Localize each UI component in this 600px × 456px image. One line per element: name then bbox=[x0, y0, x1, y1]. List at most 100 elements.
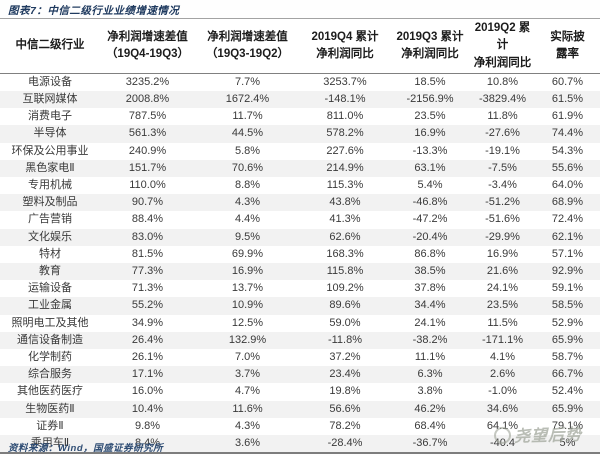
table-cell: 110.0% bbox=[129, 178, 166, 191]
table-cell: 23.5% bbox=[414, 110, 446, 123]
table-row: 乘用车Ⅱ 8.4% 3.6% -28.4% -36.7% -40.4 5% bbox=[0, 435, 600, 454]
industry-name: 生物医药Ⅱ bbox=[25, 402, 75, 415]
table-cell: 65.9% bbox=[551, 402, 584, 415]
table-cell: 64.1% bbox=[486, 419, 519, 432]
table-cell: 10.8% bbox=[486, 75, 519, 88]
table-cell: 13.7% bbox=[231, 282, 264, 295]
table-cell: 6.3% bbox=[417, 368, 443, 381]
table-cell: 26.1% bbox=[131, 351, 164, 363]
table-row: 黑色家电Ⅱ 151.7% 70.6% 214.9% 63.1% -7.5% 55.6% bbox=[0, 159, 600, 177]
table-row: 生物医药Ⅱ 10.4% 11.6% 56.6% 46.2% 34.6% 65.9% bbox=[0, 400, 600, 418]
industry-name: 半导体 bbox=[33, 127, 67, 140]
table-cell: 11.1% bbox=[414, 351, 446, 363]
table-cell: 561.3% bbox=[128, 127, 167, 140]
table-cell: 81.5% bbox=[131, 247, 164, 260]
table-cell: 21.6% bbox=[486, 264, 519, 277]
table-cell: 8.8% bbox=[234, 178, 261, 191]
table-cell: 18.5% bbox=[414, 75, 446, 88]
table-row: 其他医药医疗 16.0% 4.7% 19.8% 3.8% -1.0% 52.4% bbox=[0, 383, 600, 400]
table-cell: 3.8% bbox=[417, 385, 443, 398]
table-row: 半导体 561.3% 44.5% 578.2% 16.9% -27.6% 74.4% bbox=[0, 125, 600, 143]
table-cell: 19.8% bbox=[329, 385, 361, 398]
table-cell: 37.2% bbox=[329, 351, 361, 363]
table-row: 教育 77.3% 16.9% 115.8% 38.5% 21.6% 92.9% bbox=[0, 262, 600, 281]
table-cell: 77.3% bbox=[131, 264, 164, 277]
table-row: 证券Ⅱ 9.8% 4.3% 78.2% 68.4% 64.1% 79.1% bbox=[0, 418, 600, 435]
table-cell: 10.4% bbox=[131, 402, 164, 415]
table-cell: 3.6% bbox=[234, 437, 261, 450]
table-row: 文化娱乐 83.0% 9.5% 62.6% -20.4% -29.9% 62.1% bbox=[0, 228, 600, 246]
table-cell: 59.0% bbox=[329, 316, 361, 329]
table-cell: 61.9% bbox=[551, 110, 584, 123]
table-cell: 227.6% bbox=[326, 144, 364, 157]
table-cell: 79.1% bbox=[551, 419, 584, 432]
table-cell: -40.4 bbox=[489, 437, 516, 450]
figure-title: 图表7：中信二级行业业绩增速情况 bbox=[8, 5, 180, 17]
table-cell: 7.7% bbox=[234, 75, 261, 88]
table-cell: 56.6% bbox=[329, 402, 361, 415]
table-row: 综合服务 17.1% 3.7% 23.4% 6.3% 2.6% 66.7% bbox=[0, 366, 600, 384]
table-cell: 34.4% bbox=[414, 299, 446, 312]
table-cell: -7.5% bbox=[488, 161, 517, 174]
table-cell: -20.4% bbox=[412, 230, 448, 243]
table-cell: 89.6% bbox=[329, 299, 361, 312]
column-header: 2019Q2 累计 净利润同比 bbox=[470, 18, 535, 74]
table-cell: -46.8% bbox=[412, 196, 448, 209]
industry-name: 化学制药 bbox=[28, 351, 72, 363]
table-cell: 69.9% bbox=[231, 247, 264, 260]
column-header: 2019Q4 累计 净利润同比 bbox=[300, 18, 390, 74]
table-cell: 68.9% bbox=[551, 196, 584, 209]
industry-name: 乘用车Ⅱ bbox=[30, 437, 70, 450]
industry-name: 照明电工及其他 bbox=[11, 316, 89, 329]
table-cell: 5.8% bbox=[234, 144, 261, 157]
table-cell: 64.0% bbox=[551, 178, 584, 191]
table-row: 消费电子 787.5% 11.7% 811.0% 23.5% 11.8% 61.9% bbox=[0, 108, 600, 125]
table-cell: 4.3% bbox=[234, 419, 261, 432]
table-cell: 3235.2% bbox=[125, 75, 170, 88]
table-cell: 72.4% bbox=[551, 213, 584, 226]
table-cell: 16.9% bbox=[486, 247, 519, 260]
column-header: 2019Q3 累计 净利润同比 bbox=[390, 18, 470, 74]
table-cell: -171.1% bbox=[482, 333, 523, 346]
table-cell: 7.0% bbox=[234, 351, 261, 363]
table-cell: 214.9% bbox=[326, 161, 364, 174]
table-cell: 43.8% bbox=[329, 196, 361, 209]
table-cell: 24.1% bbox=[486, 282, 519, 295]
industry-name: 互联网媒体 bbox=[22, 92, 78, 105]
table-cell: -51.2% bbox=[485, 196, 520, 209]
table-cell: 787.5% bbox=[128, 110, 167, 123]
column-header: 实际披 露率 bbox=[535, 18, 600, 74]
table-cell: 132.9% bbox=[228, 333, 267, 346]
table-cell: 34.6% bbox=[486, 402, 519, 415]
table-cell: 2008.8% bbox=[125, 92, 170, 105]
table-cell: 4.7% bbox=[234, 385, 261, 398]
table-cell: 3.7% bbox=[234, 368, 261, 381]
table-cell: -3829.4% bbox=[478, 92, 527, 105]
table-cell: 38.5% bbox=[414, 264, 446, 277]
table-cell: -28.4% bbox=[327, 437, 363, 450]
industry-name: 消费电子 bbox=[28, 110, 72, 123]
source-note: 资料来源：Wind，国盛证券研究所 bbox=[8, 443, 164, 454]
table-cell: 115.3% bbox=[326, 178, 364, 191]
industry-name: 电源设备 bbox=[28, 75, 72, 88]
table-row: 照明电工及其他 34.9% 12.5% 59.0% 24.1% 11.5% 52.9% bbox=[0, 315, 600, 332]
table-cell: 62.6% bbox=[329, 230, 361, 243]
industry-name: 黑色家电Ⅱ bbox=[25, 161, 75, 174]
table-cell: 60.7% bbox=[551, 75, 584, 88]
table-row: 运输设备 71.3% 13.7% 109.2% 37.8% 24.1% 59.1% bbox=[0, 280, 600, 297]
table-cell: 74.4% bbox=[551, 127, 584, 140]
table-cell: 4.4% bbox=[234, 213, 261, 226]
table-cell: 17.1% bbox=[131, 368, 164, 381]
table-cell: 240.9% bbox=[128, 144, 167, 157]
table-cell: 8.4% bbox=[134, 437, 161, 450]
table-cell: 11.7% bbox=[232, 110, 263, 123]
table-cell: -1.0% bbox=[488, 385, 517, 398]
table-cell: -51.6% bbox=[485, 213, 520, 226]
industry-name: 塑料及制品 bbox=[22, 196, 78, 209]
industry-name: 教育 bbox=[39, 264, 61, 277]
table-cell: -2156.9% bbox=[406, 92, 454, 105]
table-cell: 16.9% bbox=[414, 127, 446, 140]
table-cell: 4.1% bbox=[489, 351, 516, 363]
table-cell: 70.6% bbox=[231, 161, 264, 174]
